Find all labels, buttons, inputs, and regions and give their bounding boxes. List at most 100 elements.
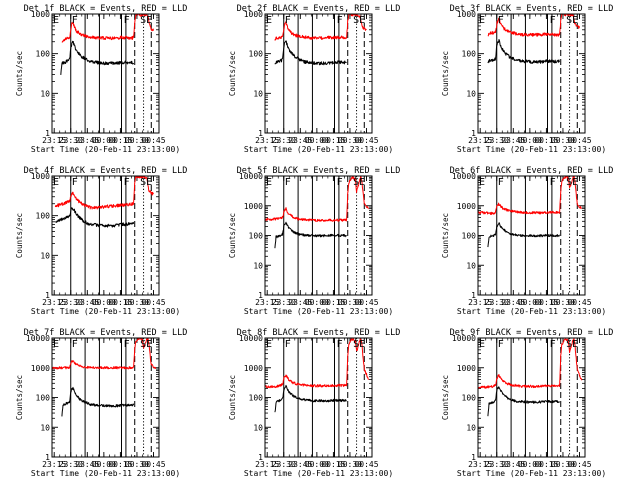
y-tick-label: 1000 — [31, 10, 50, 19]
marker-annotation: F — [124, 177, 130, 188]
x-axis-label: Start Time (20-Feb-11 23:13:00) — [457, 469, 606, 478]
detector-panel: Det 1f BLACK = Events, RED = LLD 1 10 100 10… — [15, 4, 187, 154]
y-tick-label: 1000 — [31, 364, 50, 373]
series-line-events — [274, 40, 347, 66]
x-tick-label: 23:45 — [501, 136, 525, 145]
x-tick-label: 00:15 — [108, 460, 132, 469]
panel-title: Det 6f BLACK = Events, RED = LLD — [450, 166, 614, 176]
plot-frame — [477, 337, 586, 458]
detector-panel: Det 8f BLACK = Events, RED = LLD 1 10 100 10… — [228, 328, 400, 478]
marker-annotation: SE — [353, 177, 365, 188]
panel-title: Det 7f BLACK = Events, RED = LLD — [24, 328, 188, 338]
y-tick-label: 1000 — [457, 10, 476, 19]
marker-annotation: E — [479, 177, 485, 188]
y-axis-label: Counts/sec — [15, 213, 24, 258]
series-line-events — [60, 40, 135, 75]
marker-annotation: E — [479, 339, 485, 350]
x-axis-label: Start Time (20-Feb-11 23:13:00) — [31, 469, 180, 478]
x-tick-label: 00:45 — [354, 136, 378, 145]
marker-annotation: SE — [353, 339, 365, 350]
x-tick-label: 00:45 — [141, 298, 165, 307]
x-tick-label: 23:15 — [468, 298, 492, 307]
marker-annotation: F — [550, 177, 556, 188]
detector-panel: Det 5f BLACK = Events, RED = LLD 1 10 100 10… — [228, 166, 400, 316]
x-tick-label: 00:45 — [354, 298, 378, 307]
x-axis-label: Start Time (20-Feb-11 23:13:00) — [244, 307, 393, 316]
detector-panel: Det 3f BLACK = Events, RED = LLD 1 10 100 10… — [441, 4, 613, 154]
plot-frame — [477, 13, 586, 134]
x-tick-label: 00:30 — [125, 460, 149, 469]
x-tick-label: 00:30 — [338, 460, 362, 469]
y-tick-label: 10000 — [452, 334, 476, 343]
marker-annotation: F — [124, 339, 130, 350]
marker-annotation: F — [285, 177, 291, 188]
y-tick-label: 1000 — [244, 364, 263, 373]
y-tick-label: 1000 — [244, 10, 263, 19]
marker-annotation: F — [550, 15, 556, 26]
x-tick-label: 00:00 — [92, 298, 116, 307]
y-tick-label: 10 — [40, 89, 50, 98]
plot-area — [265, 176, 369, 295]
y-tick-label: 10 — [253, 89, 263, 98]
y-tick-label: 100 — [249, 394, 264, 403]
marker-annotation: E — [53, 15, 59, 26]
series-line-lld — [54, 176, 154, 210]
y-axis-label: Counts/sec — [228, 375, 237, 420]
y-tick-label: 10 — [253, 423, 263, 432]
x-tick-label: 00:15 — [321, 136, 345, 145]
marker-annotation: F — [498, 339, 504, 350]
y-tick-label: 1 — [258, 291, 263, 300]
plot-frame — [51, 337, 160, 458]
y-axis-label: Counts/sec — [228, 51, 237, 96]
x-tick-label: 23:30 — [59, 298, 83, 307]
x-tick-label: 00:00 — [518, 136, 542, 145]
x-tick-label: 23:30 — [59, 460, 83, 469]
plot-area — [487, 14, 580, 133]
x-tick-label: 00:15 — [534, 460, 558, 469]
series-line-events — [274, 384, 347, 413]
x-tick-label: 23:30 — [485, 298, 509, 307]
y-tick-label: 1 — [471, 291, 476, 300]
marker-annotation: E — [53, 339, 59, 350]
x-tick-label: 23:30 — [59, 136, 83, 145]
series-line-events — [54, 207, 135, 228]
marker-annotation: F — [550, 339, 556, 350]
series-line-events — [487, 39, 560, 64]
y-tick-label: 10 — [466, 89, 476, 98]
x-tick-label: 00:00 — [305, 460, 329, 469]
plot-frame — [477, 175, 586, 296]
marker-annotation: F — [337, 15, 343, 26]
plot-frame — [264, 337, 373, 458]
series-line-lld — [265, 176, 369, 222]
panel-title: Det 3f BLACK = Events, RED = LLD — [450, 4, 614, 14]
x-tick-label: 00:00 — [92, 460, 116, 469]
marker-annotation: F — [498, 15, 504, 26]
panel-title: Det 8f BLACK = Events, RED = LLD — [237, 328, 401, 338]
detector-panel: Det 2f BLACK = Events, RED = LLD 1 10 100 10… — [228, 4, 400, 154]
y-tick-label: 1 — [45, 129, 50, 138]
panel-title: Det 1f BLACK = Events, RED = LLD — [24, 4, 188, 14]
marker-annotation: E — [53, 177, 59, 188]
y-axis-label: Counts/sec — [15, 375, 24, 420]
x-tick-label: 00:15 — [534, 298, 558, 307]
detector-panel: Det 4f BLACK = Events, RED = LLD 1 10 100 10… — [15, 166, 187, 316]
marker-annotation: F — [72, 339, 78, 350]
plot-area — [478, 176, 582, 295]
marker-annotation: SE — [140, 339, 152, 350]
x-tick-label: 00:00 — [518, 298, 542, 307]
x-tick-label: 00:15 — [534, 136, 558, 145]
x-tick-label: 23:15 — [255, 460, 279, 469]
x-tick-label: 23:45 — [288, 298, 312, 307]
x-tick-label: 23:15 — [468, 136, 492, 145]
y-tick-label: 100 — [249, 232, 264, 241]
y-tick-label: 100 — [36, 50, 51, 59]
marker-annotation: SE — [353, 15, 365, 26]
x-tick-label: 00:45 — [567, 136, 591, 145]
y-tick-label: 1000 — [31, 172, 50, 181]
y-tick-label: 100 — [462, 394, 477, 403]
x-tick-label: 00:15 — [108, 136, 132, 145]
y-tick-label: 1 — [45, 291, 50, 300]
y-tick-label: 1 — [258, 129, 263, 138]
y-axis-label: Counts/sec — [441, 213, 450, 258]
